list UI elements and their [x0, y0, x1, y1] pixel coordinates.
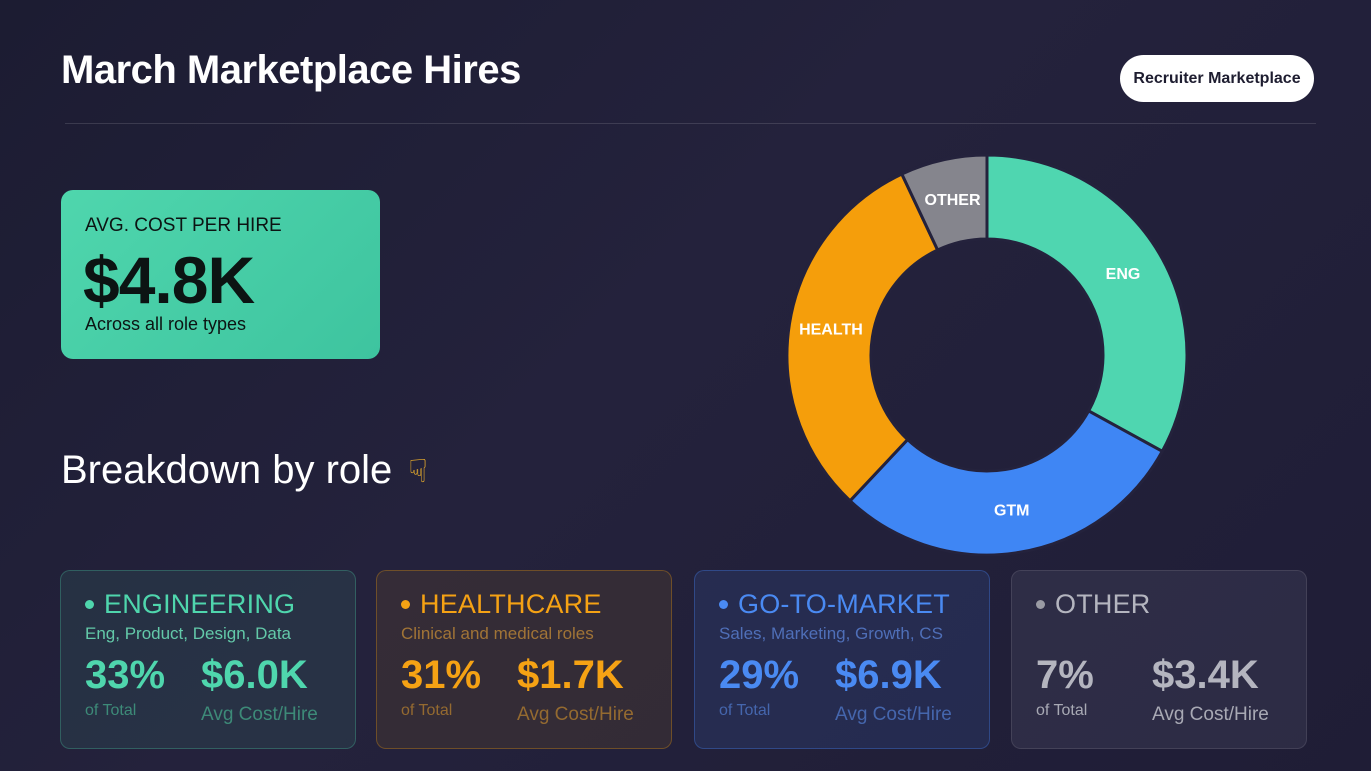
page-title: March Marketplace Hires	[61, 48, 521, 92]
card-title: HEALTHCARE	[420, 589, 602, 619]
card-cost: $3.4K	[1152, 653, 1259, 697]
donut-label-gtm: GTM	[994, 502, 1030, 519]
card-cost-label: Avg Cost/Hire	[835, 704, 952, 725]
card-cost-label: Avg Cost/Hire	[1152, 704, 1269, 725]
recruiter-marketplace-button[interactable]: Recruiter Marketplace	[1120, 55, 1314, 102]
card-cost: $6.0K	[201, 653, 308, 697]
avg-cost-kpi-card: AVG. COST PER HIRE $4.8K Across all role…	[61, 190, 380, 359]
donut-label-eng: ENG	[1106, 266, 1141, 283]
kpi-value: $4.8K	[83, 243, 255, 317]
card-percent-label: of Total	[401, 702, 453, 719]
card-cost-label: Avg Cost/Hire	[517, 704, 634, 725]
card-percent: 29%	[719, 653, 800, 697]
card-percent: 31%	[401, 653, 482, 697]
card-description: Sales, Marketing, Growth, CS	[719, 624, 943, 643]
role-donut-chart: ENG GTM HEALTH OTHER	[786, 154, 1188, 556]
card-percent-label: of Total	[85, 702, 137, 719]
engineering-dot-icon	[85, 600, 94, 609]
card-cost-label: Avg Cost/Hire	[201, 704, 318, 725]
donut-slice-health	[786, 172, 940, 503]
healthcare-card: HEALTHCARE Clinical and medical roles 31…	[376, 570, 672, 749]
engineering-card: ENGINEERING Eng, Product, Design, Data 3…	[60, 570, 356, 749]
healthcare-dot-icon	[401, 600, 410, 609]
kpi-label: AVG. COST PER HIRE	[85, 215, 282, 236]
card-cost: $1.7K	[517, 653, 624, 697]
kpi-subtitle: Across all role types	[85, 314, 247, 334]
other-dot-icon	[1036, 600, 1045, 609]
header-divider	[65, 123, 1316, 124]
card-percent: 33%	[85, 653, 166, 697]
card-percent-label: of Total	[1036, 702, 1088, 719]
card-description: Eng, Product, Design, Data	[85, 624, 292, 643]
card-cost: $6.9K	[835, 653, 942, 697]
donut-label-other: OTHER	[925, 192, 981, 209]
card-title: ENGINEERING	[104, 589, 296, 619]
card-description: Clinical and medical roles	[401, 624, 594, 643]
breakdown-title: Breakdown by role	[61, 448, 393, 492]
card-title: GO-TO-MARKET	[738, 589, 950, 619]
breakdown-heading: Breakdown by role ☟	[61, 448, 428, 493]
donut-label-health: HEALTH	[799, 322, 863, 339]
go-to-market-card: GO-TO-MARKET Sales, Marketing, Growth, C…	[694, 570, 990, 749]
donut-slice-gtm	[847, 408, 1165, 556]
donut-slice-eng	[985, 154, 1188, 454]
pointing-down-hand-icon: ☟	[408, 452, 428, 489]
other-card: OTHER 7% of Total $3.4K Avg Cost/Hire	[1011, 570, 1307, 749]
card-percent-label: of Total	[719, 702, 771, 719]
card-percent: 7%	[1036, 653, 1094, 697]
go-to-market-dot-icon	[719, 600, 728, 609]
donut-slice-other	[899, 154, 989, 253]
card-title: OTHER	[1055, 589, 1151, 619]
